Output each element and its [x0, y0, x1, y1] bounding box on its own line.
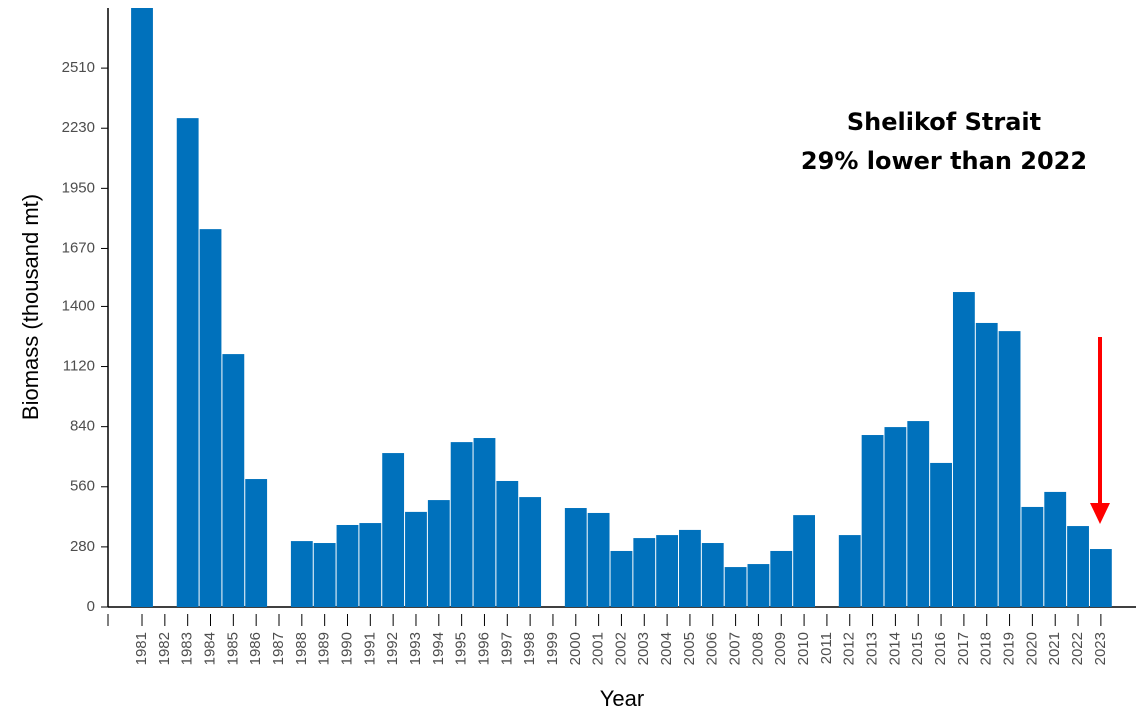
bar: [1089, 549, 1112, 607]
x-tick-label: 1994: [430, 632, 447, 665]
x-tick-label: 2022: [1069, 632, 1086, 665]
bar: [473, 438, 496, 607]
bar: [907, 421, 930, 607]
bar: [587, 512, 610, 607]
y-tick-label: 1950: [62, 179, 95, 196]
x-tick-label: 2006: [704, 632, 721, 665]
bar: [701, 543, 724, 607]
bar: [359, 523, 382, 607]
x-tick-label: 2003: [635, 632, 652, 665]
bar: [245, 479, 268, 607]
bar: [633, 538, 656, 607]
y-tick-label: 280: [70, 538, 95, 555]
y-tick-label: 1670: [62, 239, 95, 256]
bar: [975, 322, 998, 607]
bar: [336, 524, 359, 607]
x-tick-label: 1993: [407, 632, 424, 665]
x-tick-label: 2013: [864, 632, 881, 665]
x-tick-label: 2007: [727, 632, 744, 665]
y-tick-label: 560: [70, 478, 95, 495]
bar: [724, 567, 747, 607]
bar: [450, 442, 473, 607]
y-tick-label: 1400: [62, 297, 95, 314]
bar: [679, 529, 701, 607]
bar: [131, 8, 153, 607]
bar: [747, 564, 770, 607]
x-tick-label: 1995: [453, 632, 470, 665]
y-tick-label: 2510: [62, 59, 95, 76]
bar: [1044, 491, 1067, 607]
x-tick-label: 2016: [932, 632, 949, 665]
x-tick-label: 1998: [521, 632, 538, 665]
x-tick-label: 2023: [1092, 632, 1109, 665]
x-tick-label: 2000: [567, 632, 584, 665]
bar: [770, 550, 793, 607]
x-tick-label: 1983: [179, 632, 196, 665]
y-tick-label: 840: [70, 418, 95, 435]
y-tick-label: 2230: [62, 119, 95, 136]
x-tick-label: 2020: [1023, 632, 1040, 665]
bar: [290, 541, 313, 607]
x-tick-label: 2005: [681, 632, 698, 665]
x-tick-label: 1988: [293, 632, 310, 665]
bar: [405, 511, 427, 607]
bar: [222, 354, 245, 607]
x-tick-label: 1986: [247, 632, 264, 665]
x-tick-label: 2018: [978, 632, 995, 665]
bar: [838, 535, 861, 607]
bar: [884, 427, 907, 607]
x-tick-label: 2017: [955, 632, 972, 665]
x-tick-label: 2008: [749, 632, 766, 665]
bar: [656, 535, 679, 607]
x-tick-label: 2014: [886, 632, 903, 665]
x-tick-label: 2002: [612, 632, 629, 665]
x-tick-label: 1991: [361, 632, 378, 665]
bar: [496, 480, 519, 607]
bar: [519, 497, 542, 607]
bar: [793, 515, 815, 607]
bar: [930, 462, 952, 607]
x-tick-label: 1985: [224, 632, 241, 665]
bar: [176, 118, 199, 608]
annotation: 29% lower than 2022: [801, 147, 1087, 175]
x-tick-label: 1981: [133, 632, 150, 665]
x-tick-label: 2015: [909, 632, 926, 665]
x-tick-label: 1984: [201, 632, 218, 665]
bar: [427, 500, 450, 607]
bar: [199, 229, 222, 607]
x-tick-label: 2012: [841, 632, 858, 665]
x-tick-label: 1989: [316, 632, 333, 665]
y-tick-label: 1120: [63, 358, 95, 375]
bar: [952, 292, 975, 607]
x-tick-label: 2010: [795, 632, 812, 665]
x-tick-label: 1992: [384, 632, 401, 665]
x-tick-label: 2004: [658, 632, 675, 665]
x-tick-label: 1999: [544, 632, 561, 665]
x-axis-title: Year: [600, 686, 644, 711]
y-axis-title: Biomass (thousand mt): [18, 194, 43, 420]
x-tick-label: 1996: [475, 632, 492, 665]
x-tick-label: 2021: [1046, 632, 1063, 665]
x-tick-label: 1982: [156, 632, 173, 665]
x-tick-label: 1990: [338, 632, 355, 665]
x-tick-label: 1997: [498, 632, 515, 665]
bar: [1067, 526, 1089, 607]
bar: [998, 331, 1021, 607]
bar: [564, 508, 587, 607]
x-tick-label: 2019: [1001, 632, 1018, 665]
y-tick-label: 0: [87, 598, 95, 615]
x-tick-label: 1987: [270, 632, 287, 665]
bar: [382, 453, 405, 607]
x-tick-label: 2011: [818, 632, 835, 664]
annotation: Shelikof Strait: [847, 108, 1041, 136]
bar: [610, 550, 633, 607]
x-tick-label: 2009: [772, 632, 789, 665]
bar: [313, 543, 336, 607]
bar: [1021, 506, 1044, 607]
bar: [861, 435, 884, 607]
x-tick-label: 2001: [590, 632, 607, 665]
arrow-head: [1090, 503, 1110, 524]
